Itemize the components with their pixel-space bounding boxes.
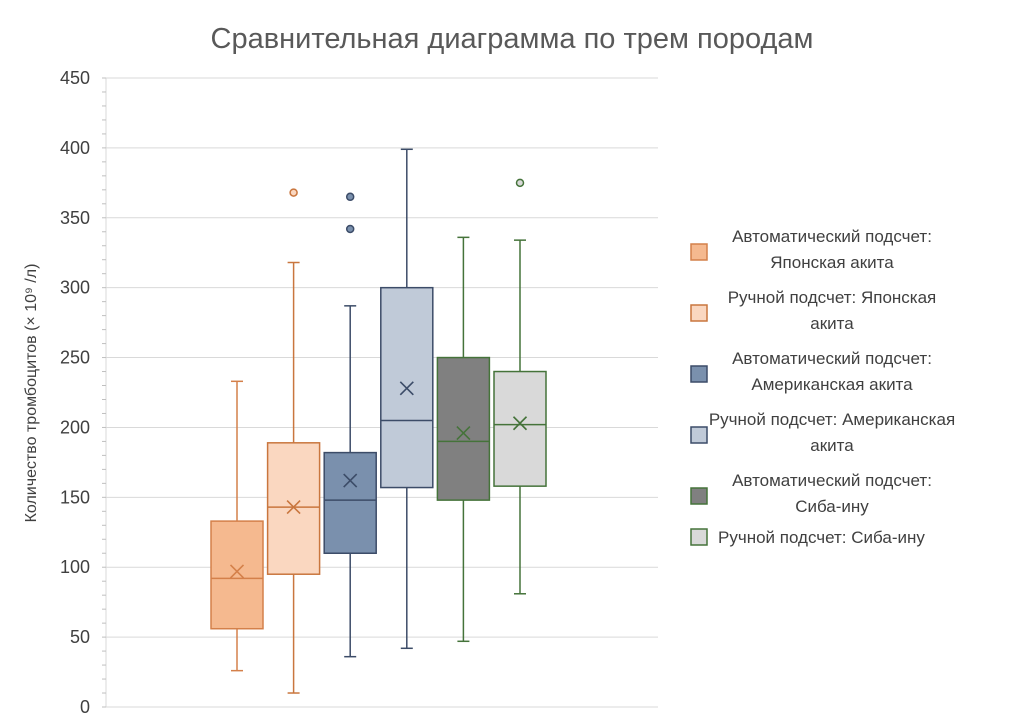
legend-label: Автоматический подсчет: xyxy=(732,349,932,368)
y-tick-label: 300 xyxy=(60,278,90,298)
y-tick-label: 0 xyxy=(80,697,90,717)
y-tick-label: 150 xyxy=(60,487,90,507)
legend-label: Автоматический подсчет: xyxy=(732,227,932,246)
iqr-box xyxy=(266,442,321,575)
legend-swatch xyxy=(690,304,708,322)
box-series xyxy=(210,380,264,672)
outlier-point xyxy=(289,188,298,197)
iqr-box xyxy=(493,370,547,487)
y-axis: 0 50 100 150 200 250 300 350 400 450 xyxy=(60,68,658,717)
mean-marker xyxy=(286,500,301,515)
y-tick-label: 50 xyxy=(70,627,90,647)
legend-label: Американская акита xyxy=(751,375,913,394)
legend-label: Ручной подсчет: Японская xyxy=(728,288,937,307)
legend-label: акита xyxy=(810,314,854,333)
legend-label: акита xyxy=(810,436,854,455)
legend-swatch xyxy=(690,243,708,261)
box-series-group xyxy=(210,148,547,694)
legend-swatch xyxy=(690,528,708,546)
legend-item: Автоматический подсчет: Сиба-ину xyxy=(690,471,932,516)
chart-title: Сравнительная диаграмма по трем породам xyxy=(211,23,814,55)
legend-item: Автоматический подсчет: Японская акита xyxy=(690,227,932,272)
legend: Автоматический подсчет: Японская акита Руч… xyxy=(690,227,955,547)
box-series xyxy=(493,178,547,595)
mean-marker xyxy=(343,473,358,488)
legend-label: Ручной подсчет: Сиба-ину xyxy=(718,528,925,547)
iqr-box xyxy=(323,451,377,554)
legend-swatch xyxy=(690,426,708,444)
y-tick-label: 250 xyxy=(60,348,90,368)
box-series xyxy=(436,236,491,643)
outlier-point xyxy=(345,224,355,234)
legend-label: Автоматический подсчет: xyxy=(732,471,932,490)
box-series xyxy=(266,188,321,694)
outlier-point xyxy=(515,178,525,188)
y-tick-label: 450 xyxy=(60,68,90,88)
legend-item: Ручной подсчет: Японская акита xyxy=(690,288,937,333)
legend-item: Ручной подсчет: Американская акита xyxy=(690,410,955,455)
legend-label: Сиба-ину xyxy=(795,497,869,516)
box-series xyxy=(323,192,377,658)
outlier-point xyxy=(345,192,355,202)
y-tick-label: 400 xyxy=(60,138,90,158)
mean-marker xyxy=(399,381,414,396)
box-series xyxy=(380,148,434,650)
y-tick-label: 350 xyxy=(60,208,90,228)
mean-marker xyxy=(456,425,471,441)
iqr-box xyxy=(436,356,491,501)
legend-label: Японская акита xyxy=(770,253,894,272)
legend-swatch xyxy=(690,487,708,505)
legend-item: Ручной подсчет: Сиба-ину xyxy=(690,528,925,547)
mean-marker xyxy=(512,416,528,431)
legend-item: Автоматический подсчет: Американская акит… xyxy=(690,349,932,394)
y-axis-label: Количество тромбоцитов (× 10⁹ /л) xyxy=(23,264,40,523)
legend-label: Ручной подсчет: Американская xyxy=(709,410,955,429)
legend-swatch xyxy=(690,365,708,383)
mean-marker xyxy=(229,564,245,579)
y-tick-label: 100 xyxy=(60,557,90,577)
iqr-box xyxy=(210,520,264,630)
y-tick-label: 200 xyxy=(60,417,90,437)
